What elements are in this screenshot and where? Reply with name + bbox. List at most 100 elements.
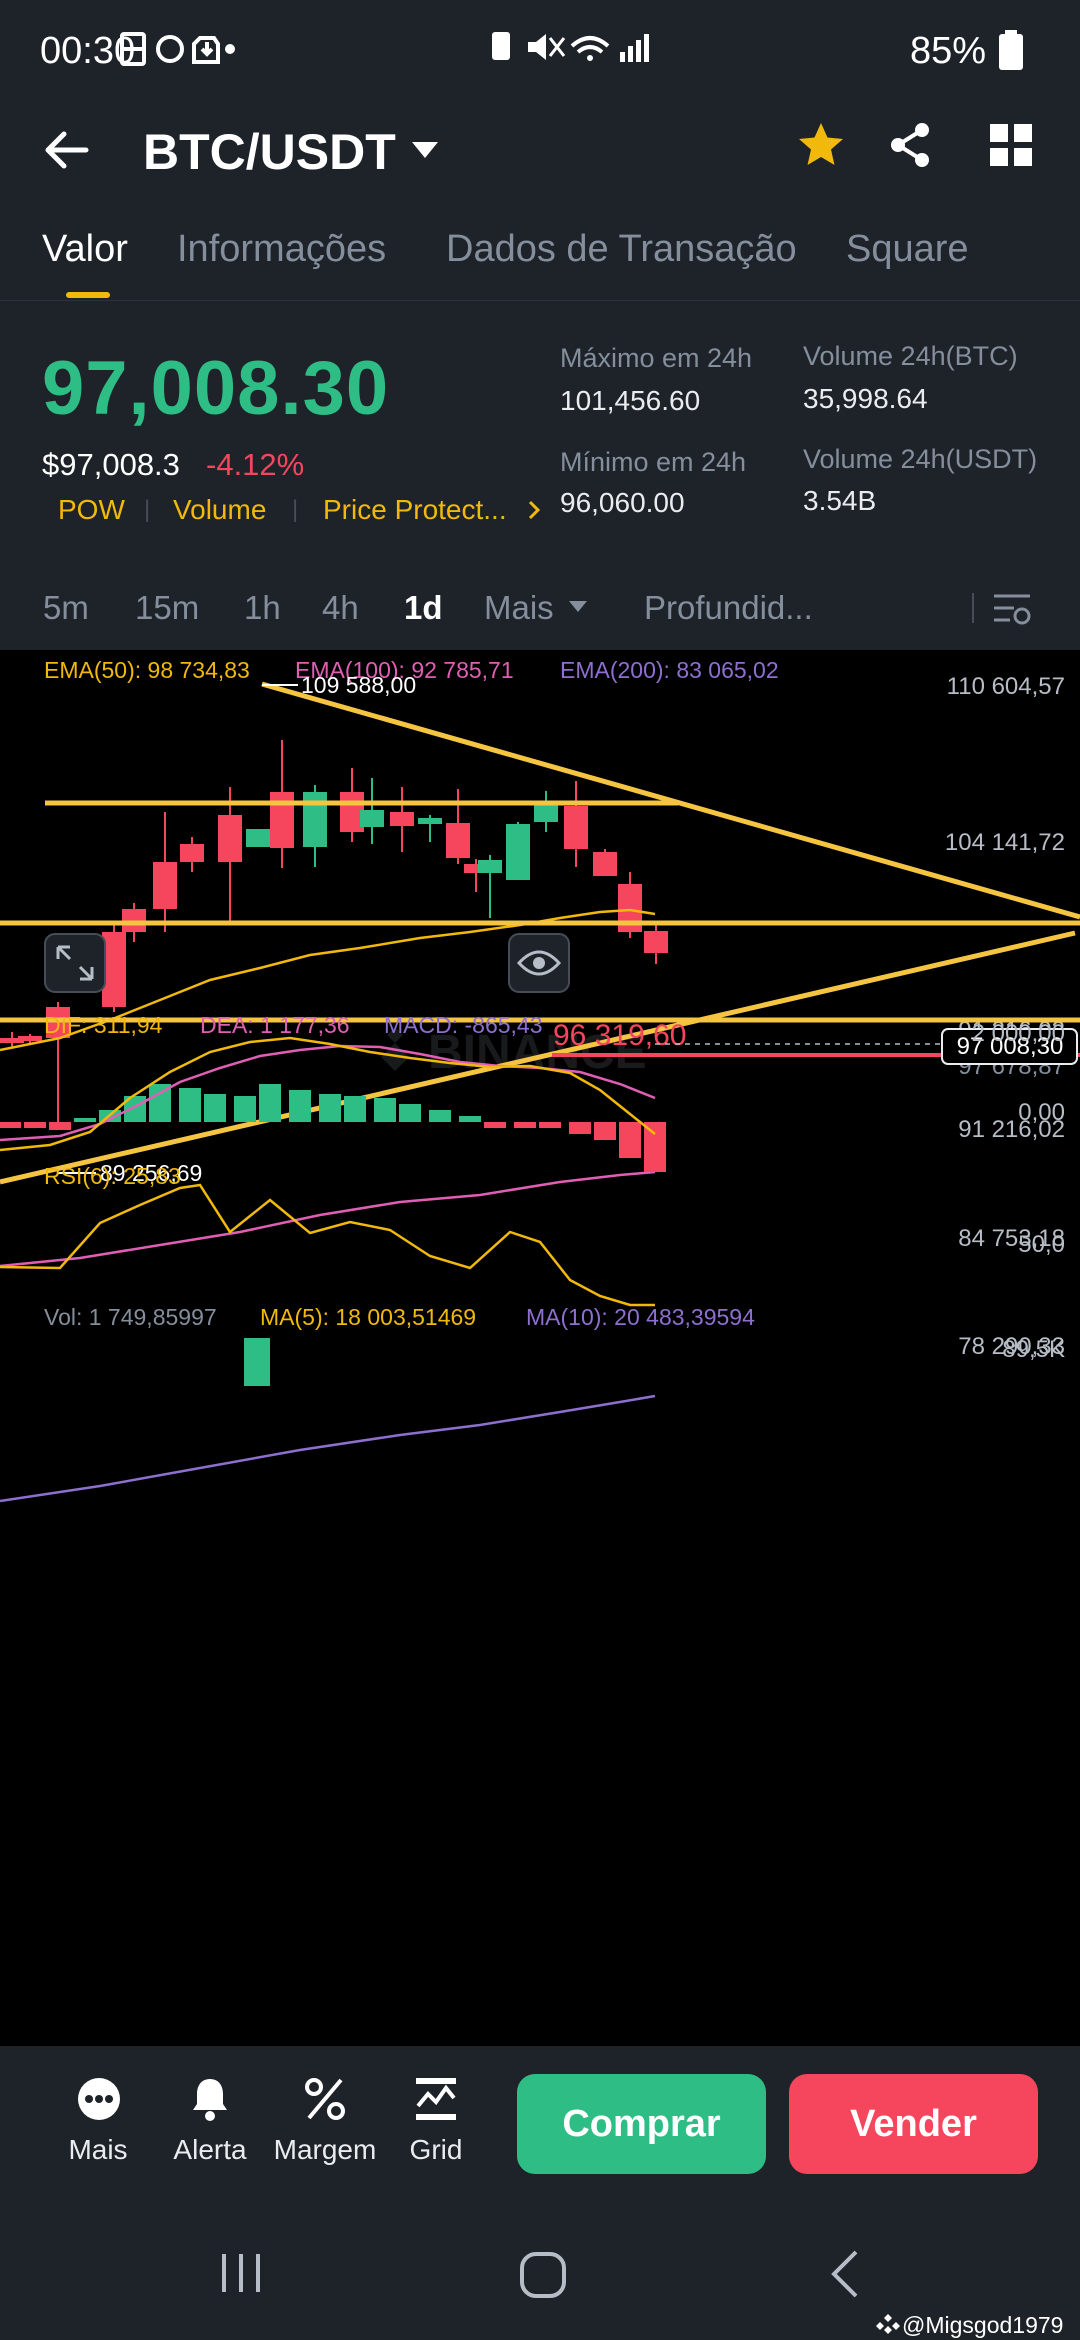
macd-histogram-bar <box>539 1122 561 1128</box>
usd-price: $97,008.3 <box>42 447 180 482</box>
caret-down-icon[interactable] <box>568 600 588 614</box>
candle-body <box>418 818 442 824</box>
macd-histogram-bar <box>0 1122 21 1128</box>
macd-histogram-bar <box>344 1096 366 1122</box>
macd-histogram-bar <box>484 1122 506 1128</box>
price-summary: 97,008.30 $97,008.3 -4.12% POW | Volume … <box>0 300 1080 556</box>
chevron-right-icon[interactable] <box>527 500 541 520</box>
tag-volume[interactable]: Volume <box>173 494 267 525</box>
ema100-legend: EMA(100): 92 785,71 <box>295 657 514 683</box>
sell-button[interactable]: Vender <box>789 2074 1038 2174</box>
status-time: 00:30 <box>40 30 136 72</box>
candle-body <box>0 1038 24 1043</box>
tab-informacoes[interactable]: Informações <box>177 228 387 270</box>
high-24h-label: Máximo em 24h <box>560 343 753 373</box>
low-24h-label: Mínimo em 24h <box>560 447 747 477</box>
interval-depth[interactable]: Profundid... <box>644 589 813 626</box>
vol-ma5-legend: MA(5): 18 003,51469 <box>260 1304 476 1330</box>
trendlines[interactable] <box>0 681 1080 1185</box>
percent-icon <box>305 2078 345 2120</box>
battery-level: 85% <box>910 30 987 72</box>
recent-apps-icon[interactable] <box>218 2250 264 2296</box>
status-bar: 00:30 85% <box>0 0 1080 100</box>
nav-grid[interactable]: Grid <box>390 2076 482 2186</box>
nav-margin[interactable]: Margem <box>270 2076 380 2186</box>
macd-histogram-bar <box>259 1084 281 1122</box>
vol-usdt-value: 3.54B <box>803 485 877 516</box>
divider <box>972 593 974 623</box>
macd-value-legend: MACD: -865,43 <box>384 1012 543 1038</box>
pair-title[interactable]: BTC/USDT <box>143 124 396 180</box>
candle-body <box>564 806 588 849</box>
buy-button[interactable]: Comprar <box>517 2074 766 2174</box>
ema50-line <box>0 908 656 1052</box>
ema50-legend: EMA(50): 98 734,83 <box>44 657 250 683</box>
current-price-tag <box>941 1028 1078 1065</box>
vol-axis-label: 89,5K <box>1002 1336 1065 1363</box>
macd-histogram-bar <box>24 1122 46 1128</box>
macd-histogram-bar <box>374 1098 396 1122</box>
tag-pow[interactable]: POW <box>58 494 125 525</box>
macd-histogram-bar <box>399 1104 421 1122</box>
nav-more[interactable]: Mais <box>45 2076 151 2186</box>
share-icon[interactable] <box>886 120 936 170</box>
back-icon[interactable] <box>828 2248 862 2300</box>
interval-1d[interactable]: 1d <box>404 589 443 626</box>
interval-15m[interactable]: 15m <box>135 589 200 626</box>
macd-histogram-bar <box>179 1088 201 1122</box>
expand-icon[interactable] <box>56 945 94 981</box>
nav-alert-label: Alerta <box>173 2134 247 2165</box>
y-axis-label: 91 216,02 <box>958 1116 1065 1143</box>
vol-usdt-label: Volume 24h(USDT) <box>803 444 1038 474</box>
macd-dif-legend: DIF: 311,94 <box>44 1012 163 1038</box>
bell-icon <box>193 2079 227 2121</box>
interval-1h[interactable]: 1h <box>244 589 281 626</box>
expand-button[interactable] <box>44 933 106 993</box>
candlestick-chart[interactable]: BINANCE 110 604,57 104 141,72 97 678,87 … <box>0 650 1080 2046</box>
candle-body <box>593 852 617 876</box>
grid-layout-icon[interactable] <box>988 122 1034 168</box>
macd-axis-label: 0,00 <box>1018 1099 1065 1126</box>
ema200-legend: EMA(200): 83 065,02 <box>560 657 779 683</box>
tag-price-protect[interactable]: Price Protect... <box>323 494 507 525</box>
more-dots-icon <box>78 2078 120 2120</box>
vol-legend: Vol: 1 749,85997 <box>44 1304 217 1330</box>
nav-margin-label: Margem <box>273 2134 377 2165</box>
macd-histogram-bar <box>234 1096 256 1122</box>
nav-more-label: Mais <box>68 2134 128 2165</box>
candle-body <box>180 844 204 862</box>
ema100-line <box>0 1170 656 1268</box>
tab-valor[interactable]: Valor <box>42 228 128 270</box>
low-marker: 89 256,69 <box>100 1160 202 1186</box>
interval-5m[interactable]: 5m <box>43 589 89 626</box>
macd-histogram-bar <box>619 1122 641 1158</box>
candle-body <box>478 860 502 873</box>
chart-settings-icon[interactable] <box>992 591 1032 627</box>
interval-4h[interactable]: 4h <box>322 589 359 626</box>
rsi-legend: RSI(6): 25,83 <box>44 1163 181 1189</box>
eye-icon[interactable] <box>516 950 562 976</box>
current-price-tag-text: 97 008,30 <box>957 1033 1064 1060</box>
price-change: -4.12% <box>206 447 305 482</box>
header: BTC/USDT Valor Informações Dados de Tran… <box>0 100 1080 300</box>
macd-axis-label: 2 000,00 <box>972 1020 1065 1047</box>
macd-dif-line <box>0 1036 656 1152</box>
interval-more[interactable]: Mais <box>484 589 554 626</box>
tab-square[interactable]: Square <box>846 228 969 270</box>
favorite-star-icon[interactable] <box>796 120 846 170</box>
macd-histogram-bar <box>204 1094 226 1122</box>
candle-body <box>446 823 470 858</box>
macd-histogram-bar <box>594 1122 616 1140</box>
volume-bar <box>244 1338 270 1386</box>
macd-histogram-bar <box>319 1094 341 1122</box>
nav-alert[interactable]: Alerta <box>160 2076 260 2186</box>
alert-price-label: 96 319,60 <box>553 1019 686 1052</box>
y-axis-label: 84 753,18 <box>958 1225 1065 1252</box>
tab-active-indicator <box>66 292 110 298</box>
macd-histogram-bar <box>429 1110 451 1122</box>
grid-bot-icon <box>416 2078 456 2120</box>
home-icon[interactable] <box>518 2250 568 2300</box>
pair-dropdown-icon[interactable] <box>410 140 440 162</box>
back-arrow-icon[interactable] <box>40 122 96 178</box>
tab-dados-transacao[interactable]: Dados de Transação <box>446 228 797 270</box>
